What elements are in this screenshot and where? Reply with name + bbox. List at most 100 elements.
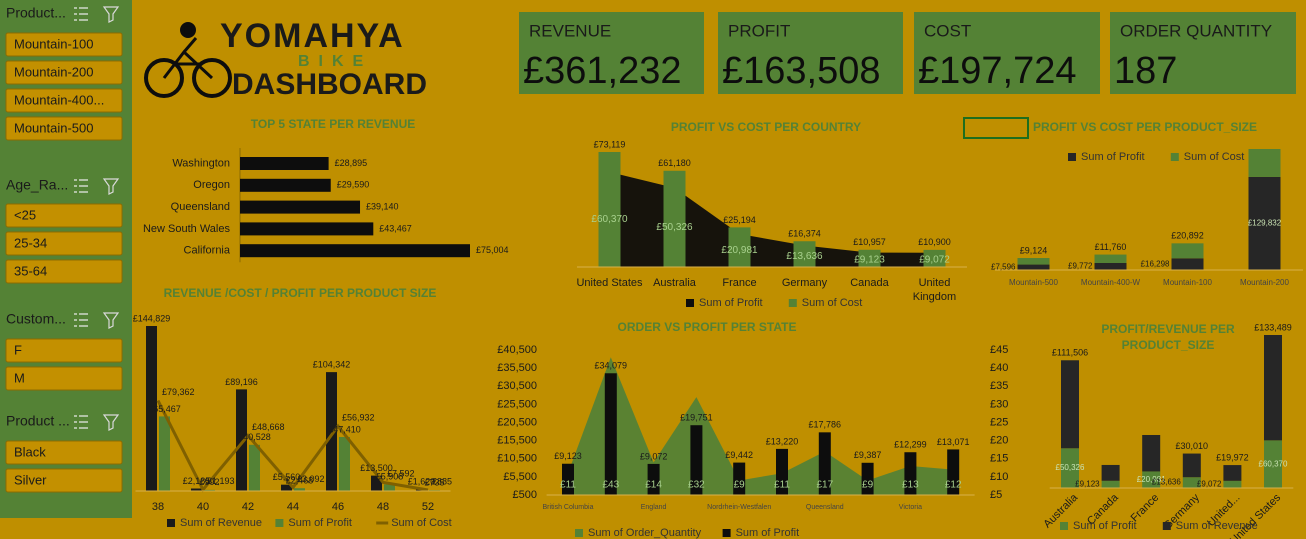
category-label: Queensland (171, 201, 230, 213)
slicer-item[interactable] (5, 203, 123, 228)
value-label: £13 (902, 480, 919, 491)
slicer-item[interactable] (5, 231, 123, 256)
slicer-item-label: Mountain-400... (14, 92, 104, 107)
legend-label: Sum of Cost (1184, 151, 1245, 163)
value-label: £13,071 (937, 437, 970, 447)
bar (663, 170, 686, 267)
legend-label: Sum of Profit (699, 297, 763, 309)
bar (240, 244, 470, 258)
slicer-item[interactable] (5, 32, 123, 57)
bar (1182, 477, 1201, 488)
y-tick-label: £15,500 (497, 435, 537, 447)
bar (904, 452, 917, 495)
slicer-item[interactable] (5, 60, 123, 85)
y-tick-label: £40,500 (497, 344, 537, 356)
value-label: £9,123 (554, 451, 582, 461)
category-label: Germany (781, 277, 828, 289)
value-label: £2,468 (286, 476, 314, 486)
kpi-card (914, 12, 1100, 94)
value-label: £47,410 (328, 424, 361, 434)
category-label: Canada (850, 277, 889, 289)
bar (1142, 434, 1161, 472)
value-label: £20,981 (721, 245, 758, 256)
slicer-item[interactable] (5, 259, 123, 284)
legend-label: Sum of Revenue (1176, 520, 1258, 532)
value-label: £50,326 (656, 222, 693, 233)
chart-title: TOP 5 STATE PER REVENUE (251, 117, 415, 131)
clear-filter-icon[interactable] (102, 312, 120, 329)
value-label: £75,004 (476, 245, 509, 255)
y2-tick-label: £45 (990, 344, 1008, 356)
bar (858, 249, 881, 267)
bar (1264, 335, 1282, 441)
kpi-card (1110, 12, 1296, 94)
bar (1061, 360, 1079, 449)
value-label: £9,072 (640, 451, 668, 461)
value-label: £1,193 (207, 476, 235, 486)
kpi-value: £197,724 (918, 50, 1077, 92)
multi-select-icon[interactable] (74, 415, 88, 429)
category-label: United States (576, 277, 643, 289)
bar (1017, 258, 1050, 265)
clear-filter-icon[interactable] (102, 178, 120, 195)
bar (818, 432, 831, 495)
line (156, 399, 429, 493)
value-label: £735 (424, 478, 444, 488)
chart-title: PROFIT VS COST PER COUNTRY (671, 120, 861, 134)
bar (562, 463, 574, 495)
value-label: £9,387 (854, 450, 882, 460)
value-label: £12,299 (894, 440, 927, 450)
value-label: £79,362 (162, 387, 195, 397)
legend-swatch (575, 529, 583, 537)
value-label: £133,489 (1254, 322, 1292, 332)
y2-tick-label: £35 (990, 380, 1008, 392)
clear-filter-icon[interactable] (102, 6, 120, 23)
value-label: £9,123 (1075, 480, 1100, 489)
area (568, 357, 954, 495)
y-tick-label: £5,500 (503, 471, 537, 483)
slicer-item[interactable] (5, 468, 123, 493)
chart-title: REVENUE /COST / PROFIT PER PRODUCT SIZE (164, 286, 437, 300)
value-label: £17 (816, 480, 833, 491)
bar (793, 241, 816, 267)
legend-label: Sum of Cost (391, 517, 452, 529)
bar (294, 488, 305, 491)
y2-tick-label: £15 (990, 453, 1008, 465)
value-label: £13,500 (360, 463, 393, 473)
slicer-item[interactable] (5, 366, 123, 391)
value-label: £48,668 (252, 422, 285, 432)
category-label: 48 (377, 501, 389, 513)
slicer-item[interactable] (5, 88, 123, 113)
multi-select-icon[interactable] (74, 179, 88, 193)
kpi-card (718, 12, 903, 94)
value-label: £17,786 (809, 420, 842, 430)
multi-select-icon[interactable] (74, 7, 88, 21)
category-label: New South Wales (143, 223, 231, 235)
value-label: £10,957 (853, 237, 886, 247)
value-label: £43,467 (379, 223, 412, 233)
y-tick-label: £30,500 (497, 380, 537, 392)
slicer-item[interactable] (5, 440, 123, 465)
slicer-item[interactable] (5, 116, 123, 141)
bar (1264, 440, 1282, 488)
area (609, 172, 935, 267)
y2-tick-label: £40 (990, 362, 1008, 374)
legend-label: Sum of Revenue (180, 517, 262, 529)
kpi-value: £361,232 (523, 50, 682, 92)
slicer-item-label: F (14, 342, 22, 357)
value-label: £43 (602, 480, 619, 491)
value-label: £28,895 (335, 158, 368, 168)
kpi-card (519, 12, 704, 94)
legend-label: Sum of Profit (1073, 520, 1137, 532)
bar (923, 249, 946, 267)
y-tick-label: £20,500 (497, 416, 537, 428)
slicer-item[interactable] (5, 338, 123, 363)
y2-tick-label: £10 (990, 471, 1008, 483)
multi-select-icon[interactable] (74, 313, 88, 327)
value-label: £1,620 (408, 477, 436, 487)
clear-filter-icon[interactable] (102, 414, 120, 431)
category-label: Washington (172, 157, 230, 169)
y-tick-label: £10,500 (497, 453, 537, 465)
